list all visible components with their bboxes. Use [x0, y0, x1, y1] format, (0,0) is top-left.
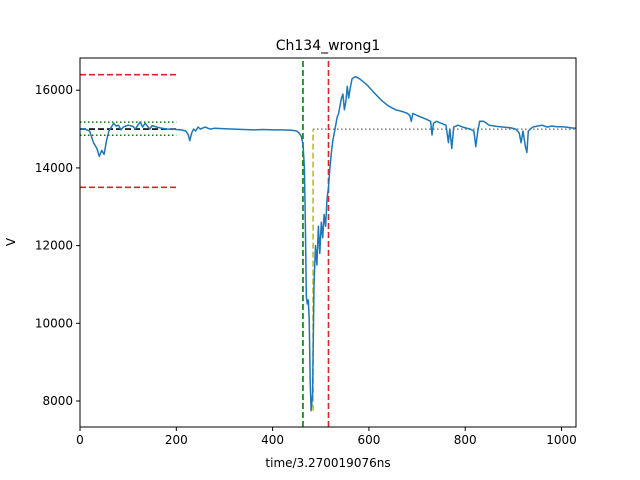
y-axis-label: V [4, 237, 18, 246]
y-tick-label: 16000 [35, 83, 73, 97]
x-tick-label: 600 [357, 433, 380, 447]
x-tick-label: 400 [261, 433, 284, 447]
reference-lines [80, 58, 576, 427]
y-tick-label: 14000 [35, 161, 73, 175]
x-tick-label: 200 [165, 433, 188, 447]
x-tick-label: 800 [454, 433, 477, 447]
y-tick-label: 10000 [35, 316, 73, 330]
y-tick-label: 8000 [42, 394, 73, 408]
y-tick-label: 12000 [35, 239, 73, 253]
series-line [80, 75, 576, 412]
plot-frame [79, 57, 577, 428]
x-axis-label: time/3.270019076ns [265, 456, 390, 470]
x-tick-label: 0 [76, 433, 84, 447]
x-axis-ticks: 0 200 400 600 800 1000 [76, 427, 577, 447]
series-group [80, 75, 576, 412]
y-axis-ticks: 8000 10000 12000 14000 16000 [35, 83, 80, 408]
x-tick-label: 1000 [546, 433, 577, 447]
chart-title: Ch134_wrong1 [276, 38, 381, 54]
